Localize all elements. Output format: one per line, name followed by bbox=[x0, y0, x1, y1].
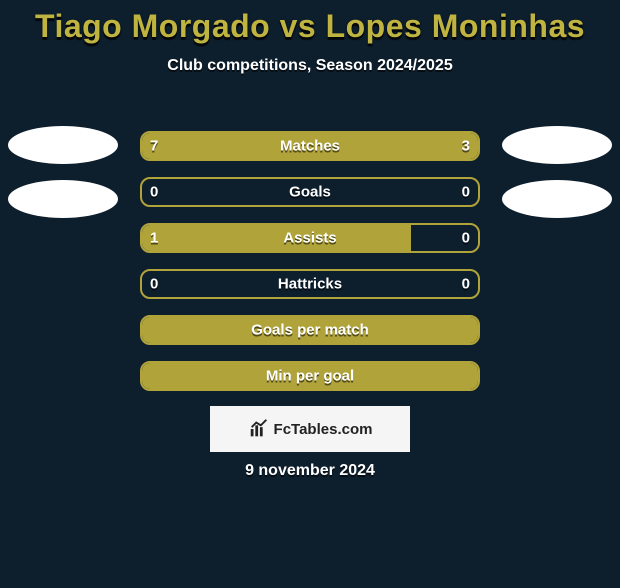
team-badge-2 bbox=[502, 180, 612, 218]
stat-value-left: 0 bbox=[150, 184, 158, 201]
stat-row: 0 0 Hattricks bbox=[140, 269, 480, 299]
stat-row: 7 3 Matches bbox=[140, 131, 480, 161]
bar-left bbox=[142, 133, 377, 159]
stat-label: Goals per match bbox=[251, 322, 369, 339]
subtitle: Club competitions, Season 2024/2025 bbox=[0, 57, 620, 75]
stat-row: 1 0 Assists bbox=[140, 223, 480, 253]
stat-value-left: 0 bbox=[150, 276, 158, 293]
stat-label: Min per goal bbox=[266, 368, 354, 385]
stat-label: Goals bbox=[289, 184, 331, 201]
stat-value-left: 7 bbox=[150, 138, 158, 155]
stat-value-left: 1 bbox=[150, 230, 158, 247]
avatar-player-2 bbox=[502, 126, 612, 164]
fctables-logo: FcTables.com bbox=[210, 406, 410, 452]
stat-row: 0 0 Goals bbox=[140, 177, 480, 207]
bar-left bbox=[142, 225, 411, 251]
stat-value-right: 3 bbox=[462, 138, 470, 155]
avatar-player-1 bbox=[8, 126, 118, 164]
stat-value-right: 0 bbox=[462, 184, 470, 201]
team-badge-1 bbox=[8, 180, 118, 218]
chart-icon bbox=[248, 418, 270, 440]
date-text: 9 november 2024 bbox=[0, 462, 620, 480]
stat-label: Assists bbox=[283, 230, 336, 247]
logo-text: FcTables.com bbox=[274, 421, 373, 438]
page-title: Tiago Morgado vs Lopes Moninhas bbox=[0, 8, 620, 45]
stats-chart: 7 3 Matches 0 0 Goals 1 0 Assists 0 0 Hattricks Goal… bbox=[140, 131, 480, 407]
stat-value-right: 0 bbox=[462, 230, 470, 247]
stat-row: Goals per match bbox=[140, 315, 480, 345]
stat-label: Matches bbox=[280, 138, 340, 155]
stat-row: Min per goal bbox=[140, 361, 480, 391]
stat-value-right: 0 bbox=[462, 276, 470, 293]
stat-label: Hattricks bbox=[278, 276, 342, 293]
